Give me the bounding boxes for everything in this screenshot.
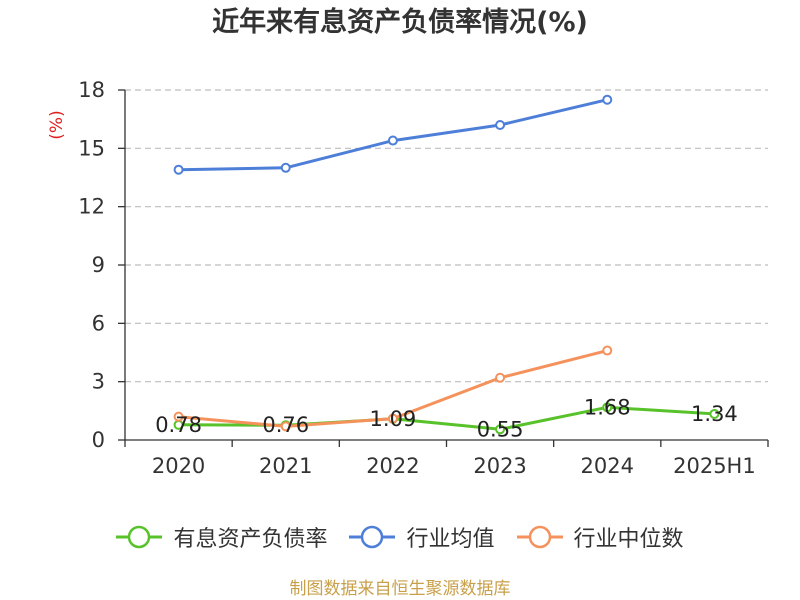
y-tick-label: 6 [92, 311, 105, 335]
legend-item[interactable]: 行业均值 [349, 521, 495, 553]
x-tick-label: 2021 [259, 454, 312, 478]
y-tick-label: 3 [92, 370, 105, 394]
legend-icon-circle [128, 525, 151, 549]
y-tick-label: 0 [92, 428, 105, 452]
data-point [280, 421, 291, 432]
data-point [495, 372, 506, 383]
data-point [495, 120, 506, 130]
legend-line-circle-icon [116, 525, 163, 549]
data-point [387, 135, 398, 146]
x-tick-label: 2020 [152, 454, 205, 478]
y-tick-label: 18 [78, 78, 105, 102]
data-point [280, 162, 291, 173]
data-point [602, 345, 613, 356]
data-label: 1.34 [691, 402, 738, 426]
legend-label: 有息资产负债率 [173, 527, 328, 552]
legend-line-circle-icon [516, 525, 563, 549]
series-layer [173, 94, 720, 435]
y-tick-label: 12 [78, 195, 105, 219]
series-2 [173, 345, 613, 432]
legend-line-circle-icon [349, 525, 396, 549]
legend-item[interactable]: 有息资产负债率 [116, 521, 327, 553]
series-1 [173, 94, 613, 175]
data-point [173, 164, 184, 175]
data-label: 1.09 [370, 407, 417, 431]
data-label: 0.55 [477, 417, 524, 441]
x-tick-label: 2023 [473, 454, 526, 478]
y-axis-label: (%) [47, 110, 67, 139]
chart-legend: 有息资产负债率 行业均值 行业中位数 [0, 519, 800, 555]
data-label: 0.78 [155, 413, 202, 437]
y-tick-label: 9 [92, 253, 105, 277]
legend-icon-circle [528, 525, 551, 549]
gridlines [125, 89, 768, 383]
y-tick-label: 15 [78, 136, 105, 160]
legend-item[interactable]: 行业中位数 [516, 521, 684, 553]
chart-title: 近年来有息资产负债率情况(%) [212, 7, 588, 38]
axes: 0 3 6 9 12 15 18 2020 2021 2022 2023 2024 2025H1 (%) [47, 78, 769, 478]
data-point [495, 424, 506, 435]
series-0 [173, 402, 720, 435]
series-line [177, 405, 716, 431]
x-tick-label: 2024 [581, 454, 634, 478]
legend-label: 行业均值 [406, 527, 495, 552]
x-tick-label: 2025H1 [673, 454, 756, 478]
data-label: 0.76 [262, 413, 309, 437]
data-point [602, 402, 613, 413]
data-point [602, 94, 613, 105]
legend-icon-circle [361, 525, 384, 549]
x-tick-label: 2022 [366, 454, 419, 478]
series-line [177, 98, 609, 172]
data-labels: 0.78 0.76 1.09 0.55 1.68 1.34 [155, 395, 738, 441]
data-point [709, 408, 720, 419]
legend-label: 行业中位数 [573, 527, 684, 552]
source-footer: 制图数据来自恒生聚源数据库 [289, 579, 511, 599]
data-point [173, 411, 184, 422]
data-label: 1.68 [584, 395, 631, 419]
data-point [387, 413, 398, 424]
